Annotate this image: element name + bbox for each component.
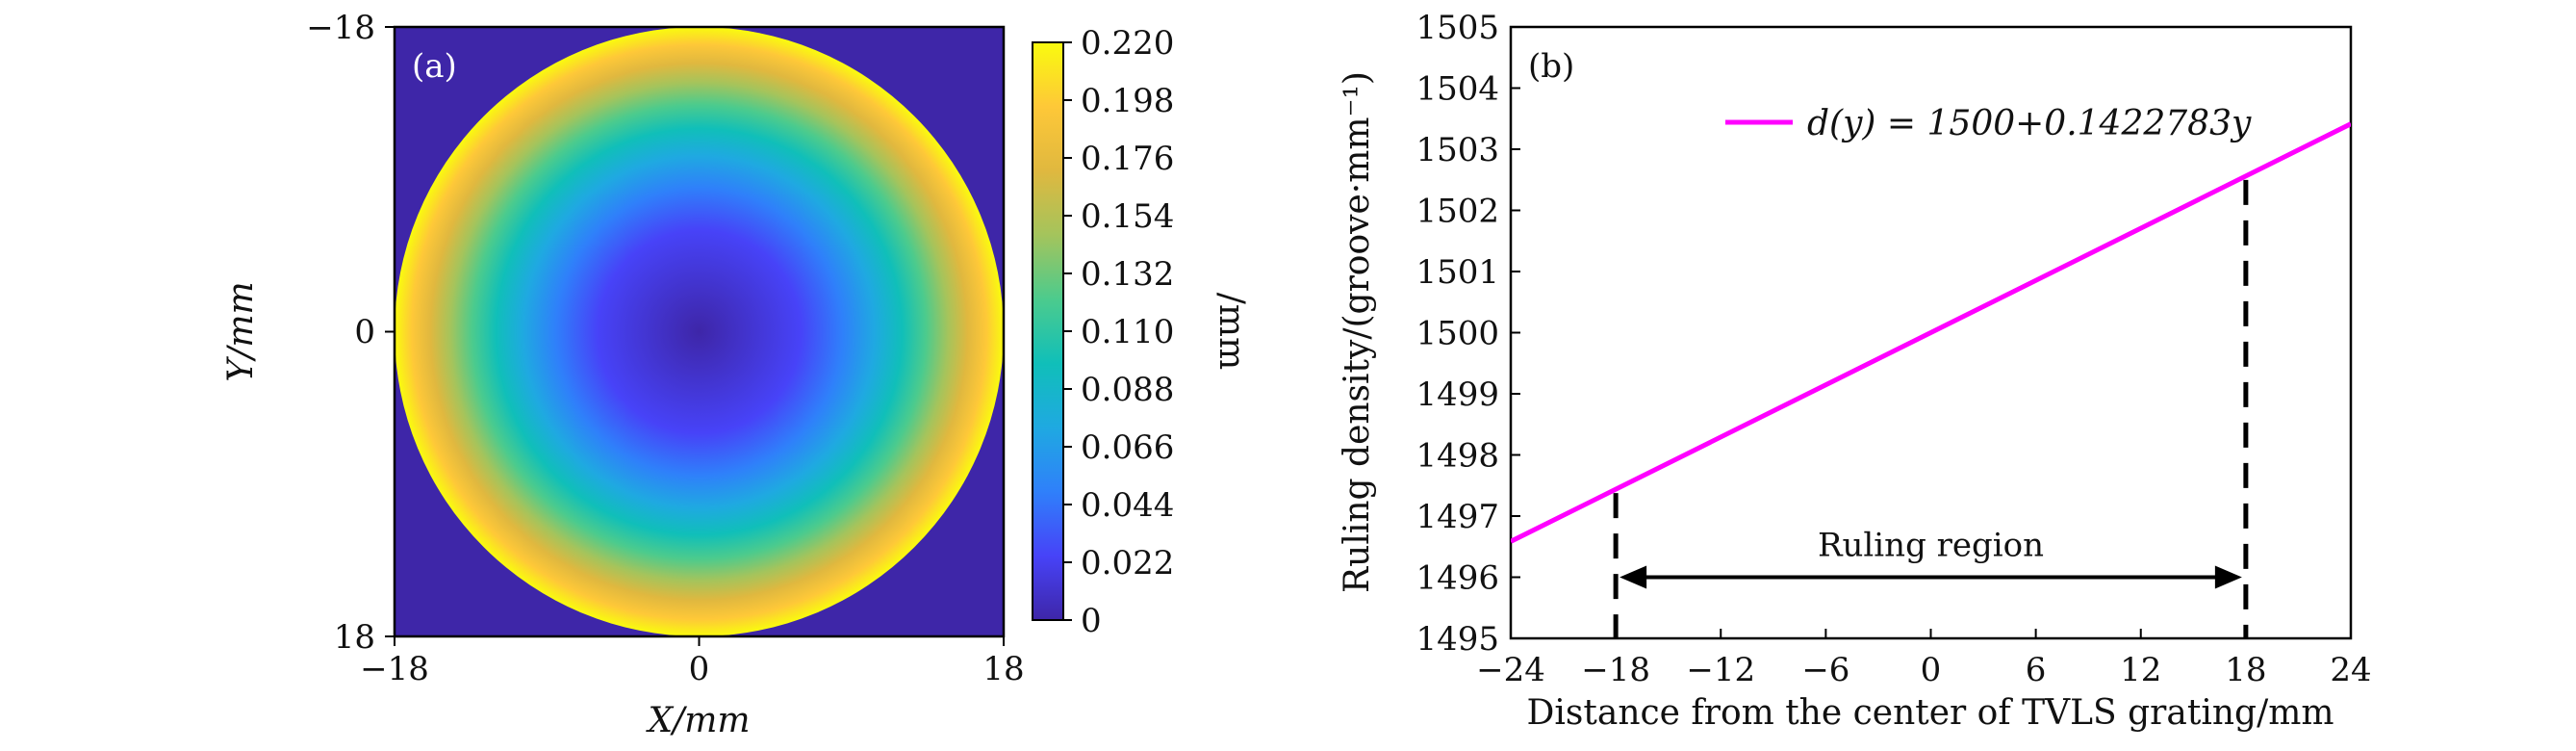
panel-b-x-tick-label: 0 bbox=[1921, 651, 1942, 689]
panel-a-x-tick-label: −18 bbox=[360, 650, 429, 688]
panel-b-y-ticks: 1495 1496 1497 1498 1499 1500 1501 1502 1503 1504… bbox=[1416, 9, 1520, 659]
panel-a: (a) −18 0 18 −18 0 18 X/mm Y/mm 0 0.022 0.… bbox=[221, 9, 1251, 740]
panel-b-x-tick-label: 24 bbox=[2330, 651, 2371, 689]
panel-b-x-tick-label: −6 bbox=[1801, 651, 1849, 689]
panel-b: (b) −24 −18 −12 −6 0 6 12 18 24 1495 1496 1497 1498… bbox=[1338, 9, 2372, 733]
colorbar-tick-label: 0.132 bbox=[1081, 255, 1174, 294]
panel-a-y-tick-label: 0 bbox=[354, 313, 375, 351]
panel-b-x-tick-label: 18 bbox=[2225, 651, 2266, 689]
panel-b-y-tick-label: 1505 bbox=[1416, 9, 1499, 47]
ruling-region-arrow bbox=[1620, 565, 2242, 589]
colorbar-gradient bbox=[1033, 42, 1063, 620]
panel-a-x-tick-label: 18 bbox=[982, 650, 1024, 688]
series-line-d-of-y bbox=[1511, 121, 2351, 544]
panel-b-x-axis-label: Distance from the center of TVLS grating… bbox=[1527, 693, 2334, 733]
colorbar-tick-label: 0.066 bbox=[1081, 428, 1174, 467]
panel-b-y-tick-label: 1498 bbox=[1416, 437, 1499, 476]
panel-b-y-tick-label: 1497 bbox=[1416, 498, 1499, 536]
colorbar-label: /mm bbox=[1211, 293, 1251, 370]
panel-a-y-axis-label: Y/mm bbox=[221, 281, 261, 381]
panel-b-y-tick-label: 1502 bbox=[1416, 193, 1499, 231]
panel-a-x-axis-label: X/mm bbox=[645, 701, 750, 740]
panel-b-x-ticks: −24 −18 −12 −6 0 6 12 18 24 bbox=[1476, 629, 2372, 689]
panel-b-x-tick-label: −18 bbox=[1581, 651, 1650, 689]
colorbar-tick-label: 0.022 bbox=[1081, 544, 1174, 583]
panel-b-y-tick-label: 1501 bbox=[1416, 253, 1499, 292]
colorbar-tick-label: 0.110 bbox=[1081, 313, 1174, 351]
panel-b-y-tick-label: 1503 bbox=[1416, 131, 1499, 169]
panel-b-x-tick-label: 6 bbox=[2026, 651, 2047, 689]
panel-a-label: (a) bbox=[412, 47, 457, 86]
ruling-region-label: Ruling region bbox=[1818, 527, 2044, 565]
panel-b-y-tick-label: 1499 bbox=[1416, 376, 1499, 414]
panel-b-y-axis-label: Ruling density/(groove·mm⁻¹) bbox=[1338, 71, 1377, 593]
panel-b-y-tick-label: 1504 bbox=[1416, 70, 1499, 109]
colorbar: 0 0.022 0.044 0.066 0.088 0.110 0.132 0.154 0.17… bbox=[1032, 24, 1251, 640]
panel-a-y-tick-label: −18 bbox=[306, 9, 375, 47]
heatmap-disk bbox=[395, 27, 1004, 636]
colorbar-tick-label: 0.220 bbox=[1081, 24, 1174, 63]
panel-a-y-tick-label: 18 bbox=[334, 618, 375, 657]
panel-b-y-tick-label: 1496 bbox=[1416, 559, 1499, 598]
panel-b-y-tick-label: 1495 bbox=[1416, 620, 1499, 659]
colorbar-tick-label: 0.154 bbox=[1081, 197, 1174, 236]
panel-b-x-tick-label: −24 bbox=[1476, 651, 1545, 689]
colorbar-tick-label: 0.044 bbox=[1081, 486, 1174, 525]
panel-b-label: (b) bbox=[1528, 47, 1574, 86]
colorbar-ticks: 0 0.022 0.044 0.066 0.088 0.110 0.132 0.154 0.17… bbox=[1063, 24, 1174, 640]
panel-b-x-tick-label: −12 bbox=[1686, 651, 1755, 689]
panel-a-y-ticks: −18 0 18 bbox=[306, 9, 395, 657]
panel-b-y-tick-label: 1500 bbox=[1416, 315, 1499, 353]
legend-label: d(y) = 1500+0.1422783y bbox=[1807, 104, 2252, 143]
arrow-head-left bbox=[1620, 565, 1647, 589]
panel-b-x-tick-label: 12 bbox=[2120, 651, 2161, 689]
legend: d(y) = 1500+0.1422783y bbox=[1725, 104, 2252, 143]
colorbar-tick-label: 0.088 bbox=[1081, 371, 1174, 409]
arrow-head-right bbox=[2214, 565, 2242, 589]
panel-a-x-ticks: −18 0 18 bbox=[360, 636, 1025, 688]
panel-a-x-tick-label: 0 bbox=[689, 650, 710, 688]
colorbar-tick-label: 0.198 bbox=[1081, 82, 1174, 120]
colorbar-tick-label: 0 bbox=[1081, 602, 1102, 640]
colorbar-tick-label: 0.176 bbox=[1081, 140, 1174, 178]
